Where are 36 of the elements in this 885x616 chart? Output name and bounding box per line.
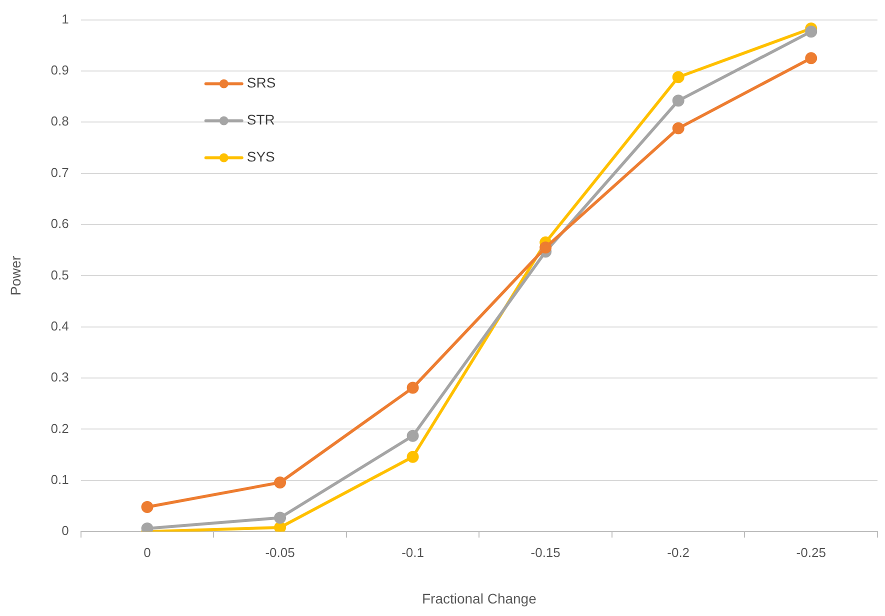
- y-axis-title: Power: [7, 256, 24, 296]
- y-tick-label: 1: [62, 11, 69, 26]
- x-tick-label: -0.15: [530, 544, 560, 560]
- point: [672, 94, 684, 107]
- y-tick-label: 0.2: [50, 420, 69, 436]
- point: [141, 522, 154, 532]
- x-axis-title: Fractional Change: [422, 590, 537, 606]
- point: [672, 71, 684, 84]
- y-tick-label: 0.5: [50, 267, 69, 282]
- point: [406, 430, 419, 442]
- y-tick-label: 0.4: [50, 318, 69, 334]
- y-tick-label: 0.7: [50, 164, 69, 180]
- y-tick-label: 0.3: [50, 370, 69, 385]
- point: [540, 242, 552, 254]
- x-tick-label: 0: [144, 544, 151, 560]
- point: [406, 382, 419, 394]
- point: [274, 476, 286, 488]
- y-tick-label: 0.1: [50, 472, 69, 487]
- point: [406, 450, 419, 463]
- legend-label: SRS: [246, 74, 276, 91]
- x-tick-label: -0.05: [265, 544, 295, 560]
- y-tick-label: 0.8: [50, 114, 69, 129]
- point: [141, 501, 154, 514]
- y-tick-label: 0: [62, 523, 69, 538]
- x-tick-label: -0.25: [796, 544, 826, 560]
- point: [805, 52, 818, 64]
- point: [274, 522, 286, 532]
- legend-label: SYS: [246, 148, 275, 165]
- y-tick-label: 0.9: [50, 62, 69, 78]
- point: [805, 26, 818, 38]
- x-tick-label: -0.1: [402, 544, 424, 560]
- legend-label: STR: [246, 112, 275, 128]
- x-tick-label: -0.2: [667, 544, 690, 560]
- point: [274, 512, 286, 524]
- point: [672, 122, 684, 134]
- y-tick-label: 0.6: [50, 216, 69, 232]
